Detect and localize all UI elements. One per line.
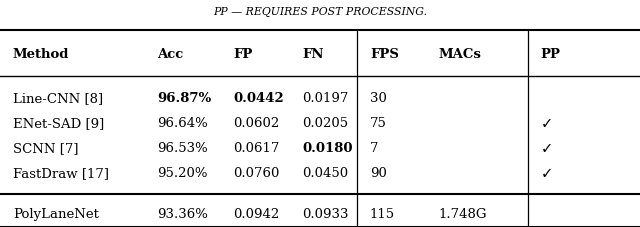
Text: Method: Method bbox=[13, 48, 69, 61]
Text: FastDraw [17]: FastDraw [17] bbox=[13, 167, 109, 180]
Text: 0.0760: 0.0760 bbox=[234, 167, 280, 180]
Text: 1.748G: 1.748G bbox=[438, 208, 487, 221]
Text: 96.53%: 96.53% bbox=[157, 142, 207, 155]
Text: PolyLaneNet: PolyLaneNet bbox=[13, 208, 99, 221]
Text: Line-CNN [8]: Line-CNN [8] bbox=[13, 92, 103, 105]
Text: 30: 30 bbox=[370, 92, 387, 105]
Text: 0.0205: 0.0205 bbox=[302, 117, 348, 130]
Text: PP — REQUIRES POST PROCESSING.: PP — REQUIRES POST PROCESSING. bbox=[213, 7, 427, 17]
Text: 96.87%: 96.87% bbox=[157, 92, 211, 105]
Text: 0.0942: 0.0942 bbox=[234, 208, 280, 221]
Text: 0.0617: 0.0617 bbox=[234, 142, 280, 155]
Text: 0.0197: 0.0197 bbox=[302, 92, 348, 105]
Text: FP: FP bbox=[234, 48, 253, 61]
Text: FPS: FPS bbox=[370, 48, 399, 61]
Text: PP: PP bbox=[541, 48, 561, 61]
Text: ✓: ✓ bbox=[541, 141, 553, 156]
Text: 115: 115 bbox=[370, 208, 395, 221]
Text: 0.0450: 0.0450 bbox=[302, 167, 348, 180]
Text: 95.20%: 95.20% bbox=[157, 167, 207, 180]
Text: SCNN [7]: SCNN [7] bbox=[13, 142, 78, 155]
Text: 7: 7 bbox=[370, 142, 378, 155]
Text: 0.0442: 0.0442 bbox=[234, 92, 284, 105]
Text: Acc: Acc bbox=[157, 48, 183, 61]
Text: 93.36%: 93.36% bbox=[157, 208, 207, 221]
Text: MACs: MACs bbox=[438, 48, 481, 61]
Text: 0.0602: 0.0602 bbox=[234, 117, 280, 130]
Text: ✓: ✓ bbox=[541, 116, 553, 131]
Text: 90: 90 bbox=[370, 167, 387, 180]
Text: 96.64%: 96.64% bbox=[157, 117, 207, 130]
Text: ✓: ✓ bbox=[541, 166, 553, 181]
Text: 0.0180: 0.0180 bbox=[302, 142, 353, 155]
Text: FN: FN bbox=[302, 48, 324, 61]
Text: 0.0933: 0.0933 bbox=[302, 208, 349, 221]
Text: 75: 75 bbox=[370, 117, 387, 130]
Text: ENet-SAD [9]: ENet-SAD [9] bbox=[13, 117, 104, 130]
